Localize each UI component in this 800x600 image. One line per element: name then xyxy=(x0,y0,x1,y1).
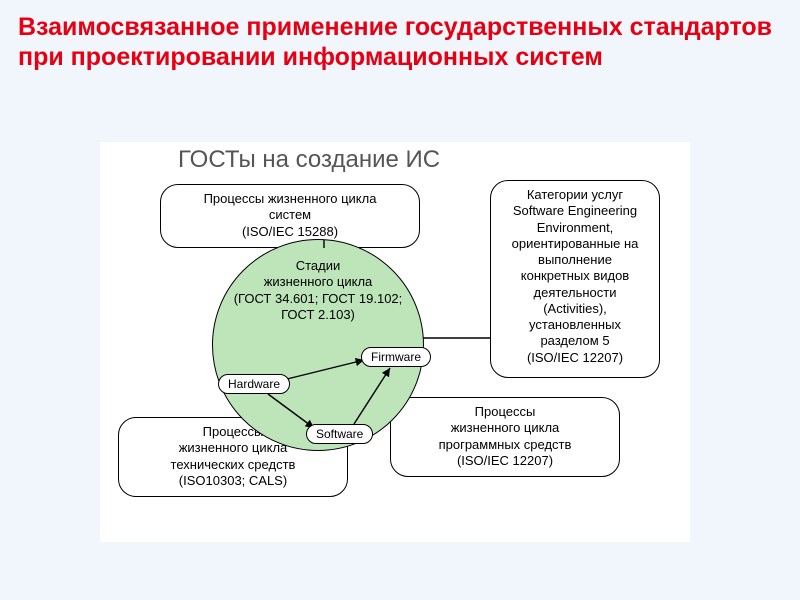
node-firmware: Firmware xyxy=(361,347,431,367)
box-see-categories: Категории услугSoftware EngineeringEnvir… xyxy=(490,180,660,378)
circle-lifecycle-stages: Стадиижизненного цикла(ГОСТ 34.601; ГОСТ… xyxy=(212,239,424,451)
page-title: Взаимосвязанное применение государственн… xyxy=(18,12,782,72)
diagram-subtitle: ГОСТы на создание ИС xyxy=(178,146,440,174)
node-hardware: Hardware xyxy=(218,374,290,394)
node-software: Software xyxy=(306,424,373,444)
box-lifecycle-systems: Процессы жизненного цикласистем(ISO/IEC … xyxy=(160,184,420,248)
box-software-lifecycle: Процессыжизненного циклапрограммных сред… xyxy=(390,397,620,477)
diagram-panel: ГОСТы на создание ИС Процессы жизненного… xyxy=(100,142,690,542)
